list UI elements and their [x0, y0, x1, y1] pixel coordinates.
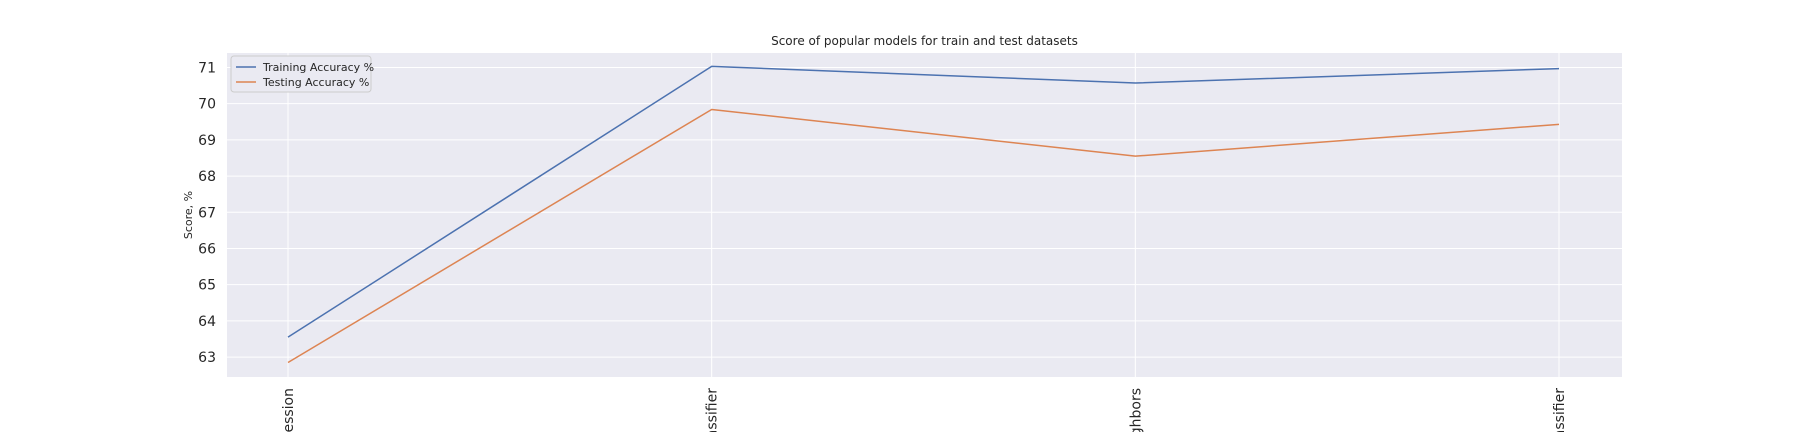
y-tick-label: 68: [198, 169, 216, 185]
x-tick-label: ghbors: [1128, 388, 1144, 432]
legend: Training Accuracy % Testing Accuracy %: [230, 55, 374, 93]
legend-box: [230, 55, 372, 93]
x-tick-label: assifier: [1552, 388, 1568, 432]
y-tick-label: 69: [198, 133, 216, 149]
series-line: [287, 65, 1560, 338]
y-tick-label: 65: [198, 278, 216, 294]
x-axis-ticks: ression assifier ghbors assifier: [281, 388, 1568, 432]
series-lines: [287, 65, 1560, 364]
y-tick-label: 64: [198, 314, 216, 330]
y-axis-label: Score, %: [182, 191, 195, 239]
legend-entry-label: Training Accuracy %: [262, 61, 374, 74]
legend-entry-label: Testing Accuracy %: [262, 76, 369, 89]
grid-lines: [227, 53, 1622, 377]
y-tick-label: 71: [198, 60, 216, 76]
plot-area: [227, 53, 1622, 377]
x-tick-label: assifier: [705, 388, 721, 432]
chart-title: Score of popular models for train and te…: [771, 34, 1078, 48]
y-tick-label: 67: [198, 205, 216, 221]
y-tick-label: 66: [198, 241, 216, 257]
series-line: [287, 108, 1560, 364]
y-tick-label: 70: [198, 97, 216, 113]
x-tick-label: ression: [281, 388, 297, 432]
y-tick-label: 63: [198, 350, 216, 366]
y-axis-ticks: 63 64 65 66 67 68 69 70 71: [198, 60, 216, 366]
